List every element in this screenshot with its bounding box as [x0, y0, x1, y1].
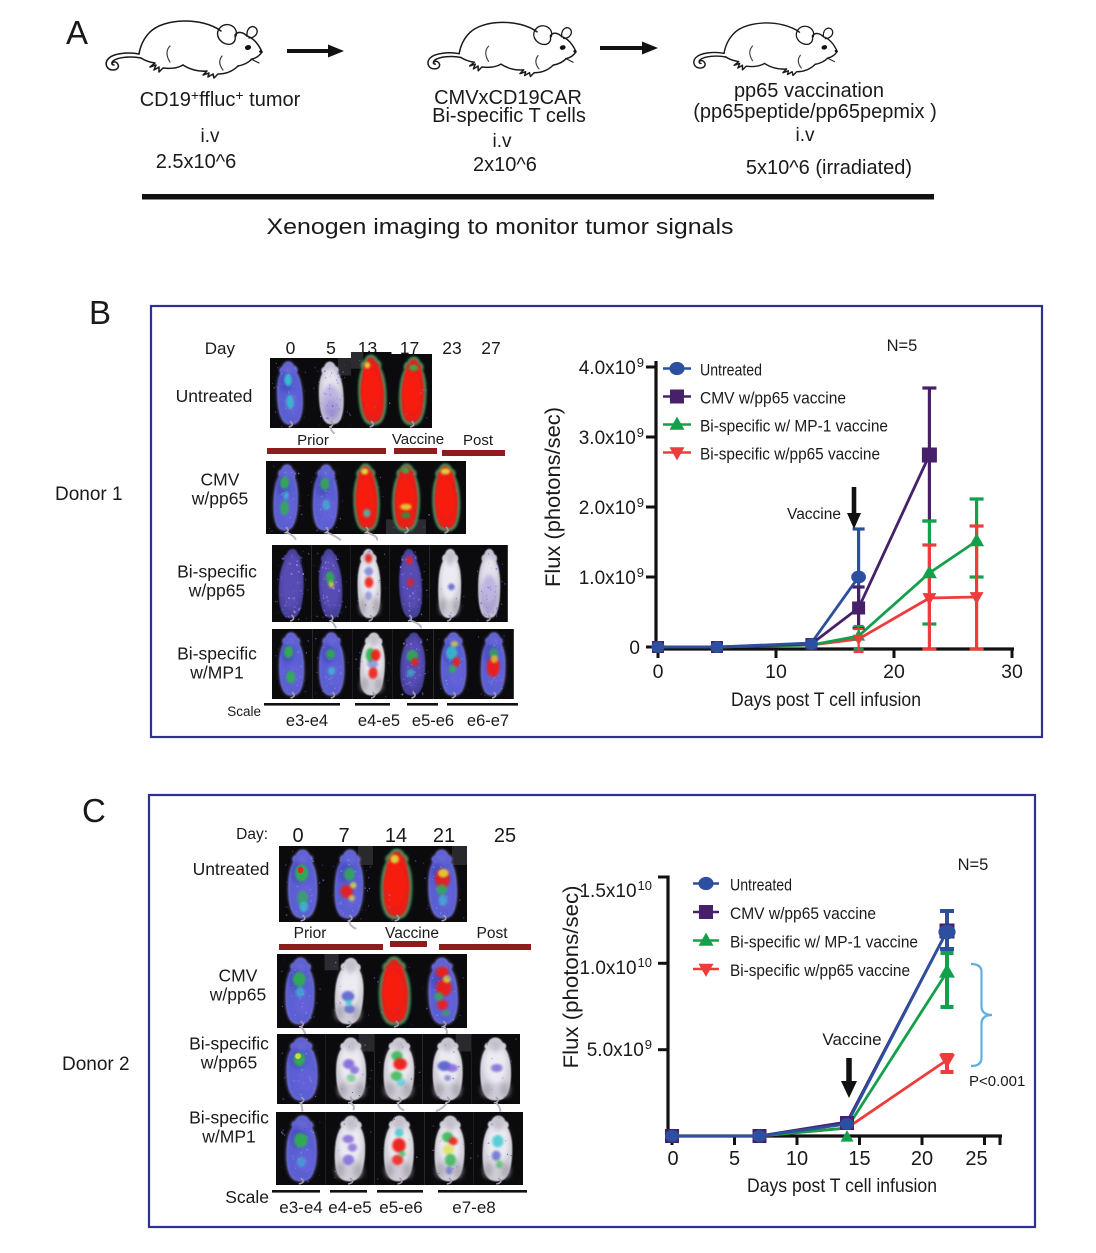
svg-text:Post: Post — [463, 432, 494, 449]
svg-text:CMV w/pp65 vaccine: CMV w/pp65 vaccine — [700, 388, 846, 407]
svg-text:e4-e5: e4-e5 — [328, 1198, 371, 1217]
svg-text:w/MP1: w/MP1 — [189, 663, 243, 683]
svg-text:B: B — [89, 294, 111, 331]
svg-text:P<0.001: P<0.001 — [969, 1073, 1025, 1090]
svg-text:Bi-specific w/ MP-1 vaccine: Bi-specific w/ MP-1 vaccine — [730, 932, 918, 951]
svg-text:CMV: CMV — [201, 470, 240, 490]
svg-text:4.0x109: 4.0x109 — [579, 355, 644, 379]
svg-text:Bi-specific: Bi-specific — [189, 1108, 269, 1128]
svg-text:21: 21 — [433, 825, 455, 847]
svg-text:Post: Post — [476, 925, 508, 942]
svg-text:Prior: Prior — [294, 925, 327, 942]
svg-text:Untreated: Untreated — [176, 386, 253, 406]
svg-text:N=5: N=5 — [887, 337, 918, 355]
svg-text:Bi-specific: Bi-specific — [177, 644, 257, 664]
svg-text:CD19+ffluc+ tumor: CD19+ffluc+ tumor — [140, 87, 301, 111]
svg-text:Flux (photons/sec): Flux (photons/sec) — [560, 886, 583, 1069]
svg-text:w/MP1: w/MP1 — [201, 1127, 255, 1147]
svg-text:i.v: i.v — [493, 131, 513, 152]
svg-text:0: 0 — [667, 1148, 678, 1170]
svg-text:pp65 vaccination: pp65 vaccination — [734, 80, 884, 102]
svg-text:25: 25 — [965, 1148, 987, 1170]
svg-text:Donor 1: Donor 1 — [55, 484, 123, 505]
svg-text:5: 5 — [326, 338, 336, 358]
svg-text:Xenogen imaging to monitor tum: Xenogen imaging to monitor tumor signals — [267, 214, 734, 239]
svg-text:Day: Day — [205, 339, 236, 358]
svg-text:w/pp65: w/pp65 — [209, 985, 266, 1005]
svg-text:A: A — [66, 14, 88, 51]
svg-text:30: 30 — [1001, 661, 1023, 683]
svg-text:2.5x10^6: 2.5x10^6 — [156, 151, 237, 173]
svg-text:(pp65peptide/pp65pepmix ): (pp65peptide/pp65pepmix ) — [693, 101, 937, 123]
svg-text:Untreated: Untreated — [730, 875, 792, 894]
svg-text:20: 20 — [883, 661, 905, 683]
svg-text:C: C — [82, 792, 106, 829]
svg-text:Vaccine: Vaccine — [392, 431, 444, 448]
svg-text:2x10^6: 2x10^6 — [473, 154, 537, 176]
svg-text:Bi-specific w/pp65 vaccine: Bi-specific w/pp65 vaccine — [730, 961, 910, 980]
svg-text:Bi-specific w/ MP-1 vaccine: Bi-specific w/ MP-1 vaccine — [700, 416, 888, 435]
svg-text:Scale: Scale — [225, 1187, 269, 1207]
svg-text:1.0x109: 1.0x109 — [579, 565, 644, 589]
svg-text:e6-e7: e6-e7 — [467, 712, 509, 730]
svg-text:i.v: i.v — [201, 126, 221, 147]
svg-text:N=5: N=5 — [958, 856, 989, 874]
svg-text:Vaccine: Vaccine — [787, 506, 841, 523]
svg-text:CMV w/pp65 vaccine: CMV w/pp65 vaccine — [730, 904, 876, 923]
svg-text:20: 20 — [911, 1148, 933, 1170]
svg-text:0: 0 — [286, 338, 296, 358]
svg-text:e4-e5: e4-e5 — [358, 712, 400, 730]
svg-text:e5-e6: e5-e6 — [412, 712, 454, 730]
svg-text:27: 27 — [481, 338, 500, 358]
svg-text:Days post T cell infusion: Days post T cell infusion — [731, 689, 921, 711]
svg-text:Bi-specific: Bi-specific — [189, 1034, 269, 1054]
svg-text:14: 14 — [385, 825, 407, 847]
svg-text:e3-e4: e3-e4 — [279, 1198, 322, 1217]
svg-text:w/pp65: w/pp65 — [200, 1053, 257, 1073]
svg-text:Vaccine: Vaccine — [822, 1030, 881, 1049]
svg-text:Flux (photons/sec): Flux (photons/sec) — [542, 407, 565, 587]
svg-text:e5-e6: e5-e6 — [379, 1198, 422, 1217]
svg-text:Days post T cell infusion: Days post T cell infusion — [747, 1175, 937, 1197]
svg-text:e7-e8: e7-e8 — [452, 1198, 495, 1217]
svg-text:Vaccine: Vaccine — [385, 925, 439, 942]
svg-text:Bi-specific T cells: Bi-specific T cells — [432, 105, 586, 127]
svg-text:CMV: CMV — [219, 966, 258, 986]
svg-text:10: 10 — [765, 661, 787, 683]
svg-text:Day:: Day: — [236, 826, 268, 843]
svg-text:w/pp65: w/pp65 — [191, 489, 248, 509]
svg-text:5.0x109: 5.0x109 — [587, 1037, 652, 1061]
svg-text:7: 7 — [338, 825, 349, 847]
svg-text:5x10^6 (irradiated): 5x10^6 (irradiated) — [746, 157, 912, 179]
svg-text:0: 0 — [629, 638, 640, 659]
svg-text:15: 15 — [848, 1148, 870, 1170]
svg-text:i.v: i.v — [796, 125, 816, 146]
svg-text:10: 10 — [786, 1148, 808, 1170]
svg-text:Prior: Prior — [297, 432, 329, 449]
svg-text:2.0x109: 2.0x109 — [579, 495, 644, 519]
svg-text:0: 0 — [653, 661, 664, 683]
svg-text:e3-e4: e3-e4 — [286, 712, 328, 730]
svg-text:25: 25 — [494, 825, 516, 847]
svg-text:Scale: Scale — [227, 704, 261, 719]
svg-text:w/pp65: w/pp65 — [188, 581, 245, 601]
svg-text:23: 23 — [442, 338, 461, 358]
svg-text:5: 5 — [729, 1148, 740, 1170]
svg-text:Untreated: Untreated — [193, 859, 270, 879]
svg-text:Bi-specific: Bi-specific — [177, 562, 257, 582]
svg-text:0: 0 — [292, 825, 303, 847]
svg-text:Bi-specific w/pp65 vaccine: Bi-specific w/pp65 vaccine — [700, 444, 880, 463]
svg-text:3.0x109: 3.0x109 — [579, 425, 644, 449]
svg-text:Untreated: Untreated — [700, 360, 762, 379]
svg-text:Donor 2: Donor 2 — [62, 1054, 130, 1075]
